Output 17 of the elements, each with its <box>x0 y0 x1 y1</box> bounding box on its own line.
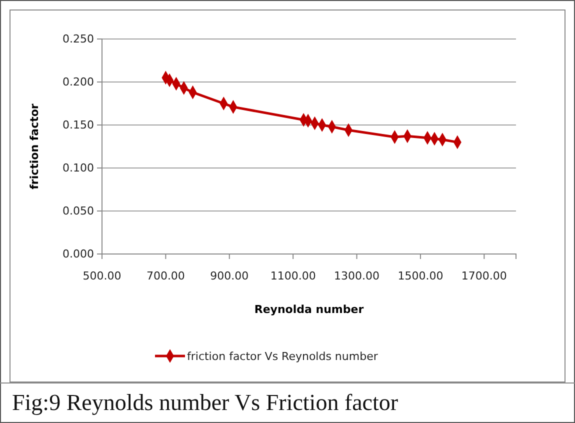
x-tick-label: 1100.00 <box>270 270 316 283</box>
x-tick-label: 1700.00 <box>461 270 507 283</box>
y-tick-label: 0.000 <box>62 248 94 261</box>
x-tick-label: 500.00 <box>82 270 122 283</box>
y-tick-label: 0.200 <box>62 76 94 89</box>
y-tick-label: 0.250 <box>62 32 94 46</box>
x-tick-label: 1500.00 <box>398 270 444 283</box>
legend-label: friction factor Vs Reynolds number <box>187 350 378 363</box>
y-tick-label: 0.050 <box>62 204 94 218</box>
x-tick-label: 1300.00 <box>334 270 380 283</box>
y-axis-title: friction factor <box>28 103 41 190</box>
text: Fig:9 Reynolds number Vs Friction factor <box>12 390 398 415</box>
y-tick-label: 0.100 <box>62 162 94 175</box>
x-tick-label: 700.00 <box>146 270 185 283</box>
y-tick-label: 0.150 <box>62 118 94 132</box>
x-tick-label: 900.00 <box>210 270 249 283</box>
x-axis-title: Reynolda number <box>254 303 364 316</box>
